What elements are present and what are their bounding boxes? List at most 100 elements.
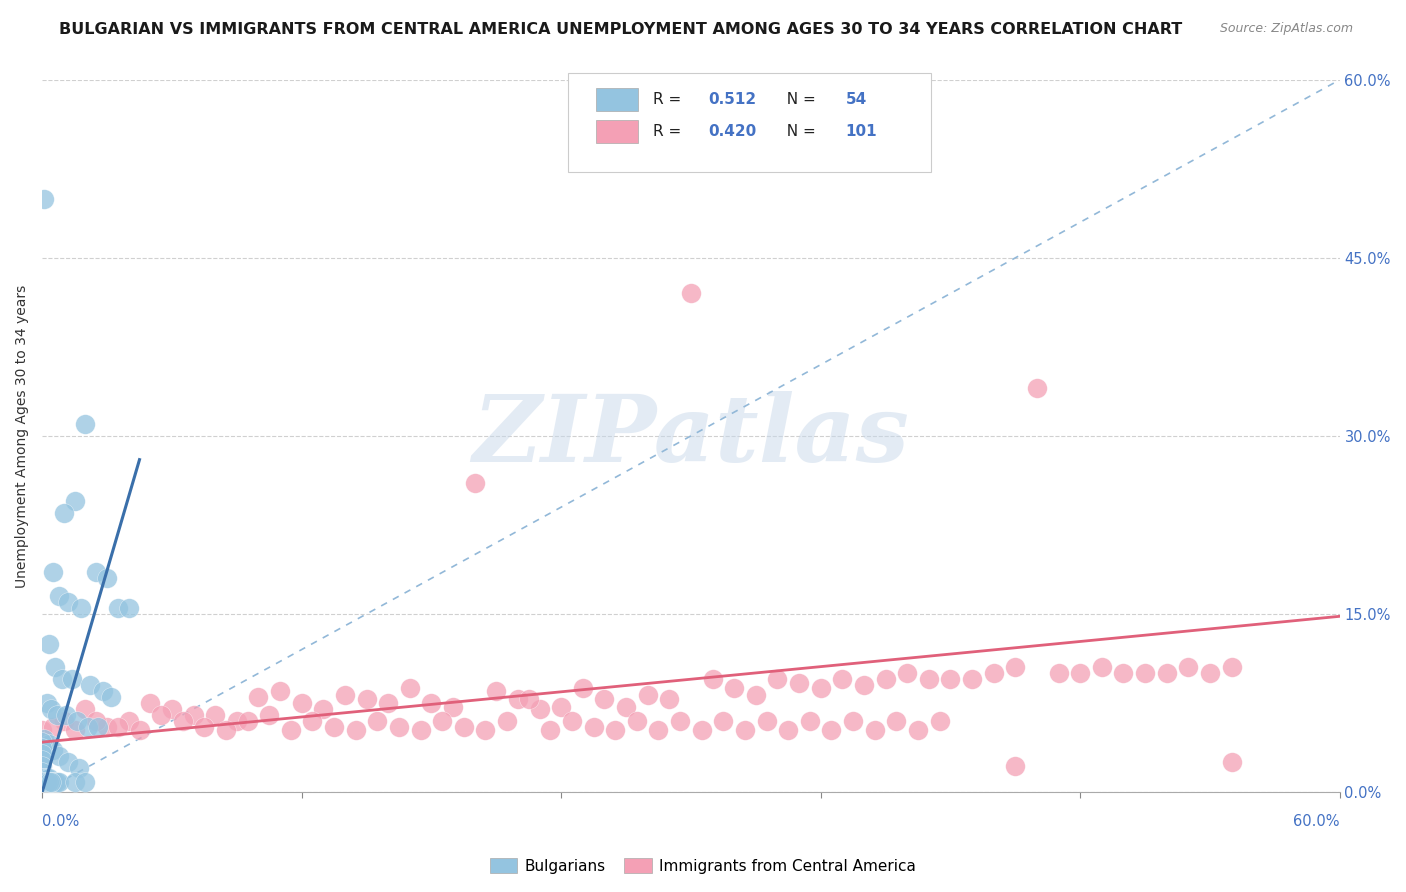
Point	[39, 775, 62, 789]
Point	[852, 678, 875, 692]
Point	[34, 775, 56, 789]
Point	[107, 720, 129, 734]
Point	[778, 723, 800, 738]
Point	[100, 690, 122, 704]
FancyBboxPatch shape	[596, 120, 638, 143]
Point	[34, 192, 56, 206]
Point	[91, 684, 114, 698]
Text: 0.512: 0.512	[707, 92, 756, 107]
Point	[711, 714, 734, 728]
Point	[1220, 756, 1243, 770]
Point	[1177, 660, 1199, 674]
Point	[366, 714, 388, 728]
Point	[247, 690, 270, 704]
Point	[42, 743, 65, 757]
Point	[280, 723, 302, 738]
Point	[1091, 660, 1114, 674]
Point	[84, 714, 107, 728]
Point	[38, 637, 60, 651]
Point	[31, 741, 53, 756]
Point	[506, 692, 529, 706]
Point	[236, 714, 259, 728]
Text: 0.0%: 0.0%	[42, 814, 80, 830]
Point	[301, 714, 323, 728]
Point	[48, 589, 70, 603]
FancyBboxPatch shape	[596, 88, 638, 112]
Point	[1004, 759, 1026, 773]
Point	[1156, 666, 1178, 681]
Point	[983, 666, 1005, 681]
Text: 0.420: 0.420	[707, 124, 756, 138]
Point	[34, 731, 56, 746]
Point	[66, 714, 89, 728]
Point	[658, 692, 681, 706]
Point	[928, 714, 950, 728]
Point	[550, 699, 572, 714]
Point	[215, 723, 238, 738]
Point	[1025, 381, 1047, 395]
Point	[44, 775, 66, 789]
Point	[723, 681, 745, 695]
Point	[55, 707, 77, 722]
Point	[51, 672, 73, 686]
Point	[896, 666, 918, 681]
Point	[1112, 666, 1135, 681]
Point	[702, 672, 724, 686]
Point	[160, 702, 183, 716]
Point	[52, 506, 75, 520]
Point	[118, 714, 141, 728]
Point	[269, 684, 291, 698]
Point	[193, 720, 215, 734]
Point	[766, 672, 789, 686]
FancyBboxPatch shape	[568, 73, 931, 172]
Point	[690, 723, 713, 738]
Point	[1220, 660, 1243, 674]
Point	[67, 761, 90, 775]
Text: BULGARIAN VS IMMIGRANTS FROM CENTRAL AMERICA UNEMPLOYMENT AMONG AGES 30 TO 34 YE: BULGARIAN VS IMMIGRANTS FROM CENTRAL AME…	[59, 22, 1182, 37]
Point	[42, 720, 65, 734]
Point	[75, 417, 97, 431]
Point	[39, 702, 62, 716]
Point	[84, 566, 107, 580]
Point	[496, 714, 519, 728]
Point	[409, 723, 432, 738]
Point	[31, 735, 53, 749]
Point	[863, 723, 886, 738]
Point	[150, 707, 173, 722]
Point	[323, 720, 346, 734]
Point	[56, 595, 79, 609]
Point	[44, 660, 66, 674]
Point	[34, 771, 56, 785]
Text: R =: R =	[654, 124, 692, 138]
Point	[820, 723, 842, 738]
Point	[172, 714, 194, 728]
Point	[377, 696, 399, 710]
Point	[183, 707, 205, 722]
Text: 60.0%: 60.0%	[1294, 814, 1340, 830]
Text: Source: ZipAtlas.com: Source: ZipAtlas.com	[1219, 22, 1353, 36]
Point	[38, 775, 60, 789]
Point	[356, 692, 378, 706]
Point	[63, 494, 86, 508]
Point	[87, 720, 110, 734]
Point	[118, 601, 141, 615]
Point	[907, 723, 929, 738]
Point	[46, 707, 69, 722]
Point	[441, 699, 464, 714]
Legend: Bulgarians, Immigrants from Central America: Bulgarians, Immigrants from Central Amer…	[484, 852, 922, 880]
Text: 101: 101	[845, 124, 877, 138]
Point	[48, 749, 70, 764]
Point	[605, 723, 627, 738]
Point	[1199, 666, 1222, 681]
Point	[312, 702, 335, 716]
Point	[107, 601, 129, 615]
Point	[46, 775, 69, 789]
Point	[745, 688, 768, 702]
Point	[31, 747, 53, 761]
Point	[388, 720, 411, 734]
Point	[734, 723, 756, 738]
Point	[614, 699, 637, 714]
Point	[35, 696, 58, 710]
Point	[647, 723, 669, 738]
Text: ZIPatlas: ZIPatlas	[472, 391, 910, 481]
